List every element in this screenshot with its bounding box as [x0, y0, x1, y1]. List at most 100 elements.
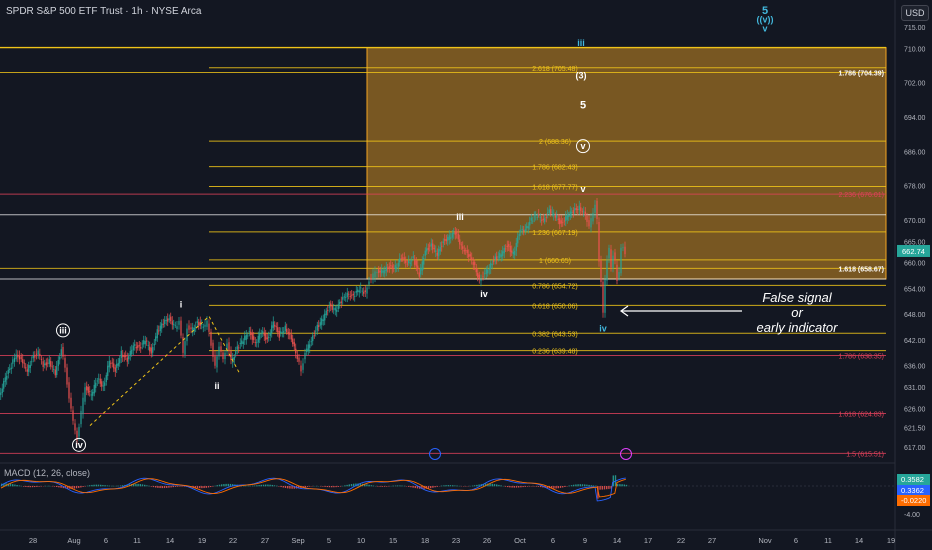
macd-value-label: 0.3362	[901, 486, 924, 495]
macd-histogram-bar	[386, 486, 388, 487]
candle-body	[384, 270, 386, 274]
candle-body	[463, 249, 465, 252]
candle-body	[135, 346, 137, 349]
macd-histogram-bar	[128, 484, 130, 487]
candle-body	[429, 245, 431, 247]
price-tick-label: 686.00	[904, 149, 926, 156]
macd-histogram-bar	[368, 484, 370, 487]
event-marker-split[interactable]	[620, 448, 632, 460]
candle-body	[214, 355, 216, 366]
candle-body	[123, 355, 125, 358]
candle-body	[184, 341, 186, 355]
candle-body	[491, 264, 493, 266]
event-marker-dividend[interactable]	[429, 448, 441, 460]
macd-histogram-bar	[80, 486, 82, 488]
candle-body	[499, 253, 501, 259]
macd-indicator-label[interactable]: MACD (12, 26, close)	[4, 468, 91, 478]
macd-histogram-bar	[192, 486, 194, 488]
candle-body	[86, 386, 88, 391]
candle-body	[614, 252, 616, 261]
macd-histogram-bar	[168, 486, 170, 488]
candle-body	[484, 273, 486, 275]
candle-body	[512, 252, 514, 255]
candle-body	[571, 212, 573, 213]
price-tick-label: 648.00	[904, 312, 926, 319]
time-tick-label: 27	[261, 536, 269, 545]
fib-level-label: 1.786 (682.43)	[532, 165, 578, 172]
macd-histogram-bar	[346, 484, 348, 487]
candle-body	[238, 347, 240, 349]
candle-body	[190, 327, 192, 330]
time-tick-label: 26	[483, 536, 491, 545]
macd-histogram-bar	[520, 486, 522, 488]
candle-body	[402, 257, 404, 259]
candle-body	[602, 281, 604, 313]
currency-button[interactable]: USD	[901, 5, 929, 21]
macd-histogram-bar	[216, 485, 218, 487]
macd-histogram-bar	[348, 484, 350, 487]
candle-body	[511, 250, 513, 253]
candle-body	[168, 318, 170, 320]
candle-body	[208, 323, 210, 332]
candle-body	[90, 394, 92, 396]
macd-histogram-bar	[73, 486, 75, 489]
fib-extension-box[interactable]	[366, 47, 887, 280]
candle-body	[417, 265, 419, 270]
macd-histogram-bar	[434, 486, 436, 488]
candle-body	[346, 292, 348, 297]
candle-body	[272, 321, 274, 328]
candle-body	[216, 356, 218, 368]
macd-histogram-bar	[322, 486, 324, 487]
macd-histogram-bar	[29, 486, 31, 488]
time-tick-label: 19	[198, 536, 206, 545]
macd-histogram-bar	[152, 486, 155, 488]
candle-body	[487, 269, 489, 274]
candle-body	[224, 352, 226, 360]
candle-body	[251, 332, 253, 340]
time-tick-label: 11	[824, 536, 832, 545]
candle-body	[18, 355, 21, 360]
candle-body	[539, 217, 541, 218]
macd-histogram-bar	[91, 484, 93, 487]
candle-body	[517, 236, 519, 244]
macd-histogram-bar	[408, 486, 410, 487]
candle-body	[400, 258, 402, 260]
price-tick-label: 715.00	[904, 25, 926, 32]
candle-body	[563, 220, 565, 222]
macd-histogram-bar	[141, 484, 144, 487]
fib-level-label: 2.618 (705.48)	[532, 66, 578, 73]
candle-body	[295, 348, 297, 354]
last-price-label: 662.74	[902, 247, 925, 256]
macd-histogram-bar	[102, 484, 104, 487]
price-tick-label: 631.00	[904, 385, 926, 392]
candle-body	[336, 309, 338, 312]
candle-body	[584, 211, 586, 216]
macd-histogram-bar	[194, 486, 196, 488]
candle-body	[31, 361, 33, 363]
wave-trendline	[89, 315, 241, 426]
candle-body	[387, 267, 389, 269]
candle-body	[313, 335, 315, 337]
macd-histogram-bar	[584, 484, 586, 487]
macd-histogram-bar	[31, 486, 34, 488]
candle-body	[548, 209, 550, 213]
candle-body	[188, 325, 190, 330]
candle-body	[472, 262, 474, 265]
candle-body	[42, 361, 44, 367]
candle-body	[545, 217, 547, 219]
candle-body	[556, 215, 558, 218]
macd-histogram-bar	[260, 484, 262, 487]
candle-body	[152, 347, 154, 353]
macd-histogram-bar	[540, 486, 542, 488]
candle-body	[310, 341, 312, 343]
candle-body	[226, 343, 228, 352]
candle-body	[141, 343, 143, 345]
candle-body	[260, 333, 262, 335]
candle-body	[144, 340, 146, 345]
candle-body	[99, 378, 101, 384]
macd-histogram-bar	[157, 486, 159, 488]
candle-body	[116, 363, 118, 368]
time-tick-label: 18	[421, 536, 429, 545]
candle-body	[104, 382, 106, 386]
